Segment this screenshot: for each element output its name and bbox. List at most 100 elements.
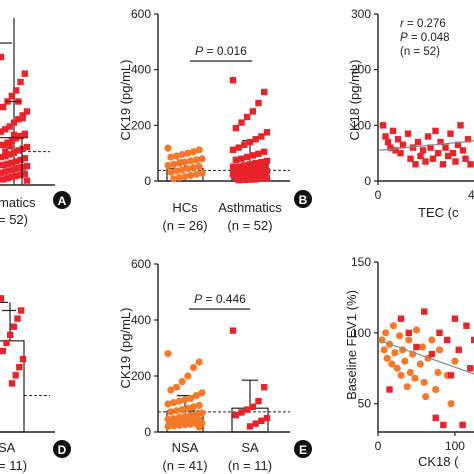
panel-a-point — [0, 153, 5, 161]
panel-c-point — [419, 147, 427, 154]
panel-f-point-orange — [428, 336, 436, 344]
panel-b-point-Asthmatics — [235, 170, 242, 177]
panel-e-point-NSA — [175, 421, 183, 429]
panel-e-point-NSA — [164, 400, 172, 408]
panel-e-point-NSA — [189, 364, 198, 372]
panel-e-cat-nsa-n: (n = 41) — [162, 458, 207, 473]
panel-f-point-orange — [416, 360, 424, 368]
panel-b-point-Asthmatics — [255, 150, 262, 157]
panel-a-point — [23, 177, 31, 184]
panel-f-point-orange — [411, 374, 419, 382]
panel-a-point — [12, 87, 20, 94]
panel-f-point-orange — [419, 343, 427, 351]
panel-e-point-NSA — [178, 406, 186, 414]
panel-e-point-NSA — [198, 409, 206, 417]
panel-c-point — [437, 138, 444, 146]
panel-a-point — [23, 108, 31, 115]
panel-f-y-tick-label: 50 — [358, 397, 372, 411]
panel-b-point-HCs — [172, 167, 181, 175]
panel-a-point — [21, 155, 29, 162]
panel-c-point — [409, 144, 417, 151]
panel-b-point-Asthmatics — [229, 146, 237, 154]
panel-f: 50 100 150 0 100 Baseline FEV1 (%) CK18 ( — [344, 255, 474, 469]
panel-b-point-Asthmatics — [252, 168, 259, 176]
panel-c-trend-line — [377, 140, 474, 151]
panel-c-point — [464, 136, 472, 143]
panel-b-point-HCs — [195, 162, 203, 171]
panel-b-cat-hcs: HCs — [172, 200, 198, 215]
panel-c: 0 100 200 300 0 400 CK18 (pg/mL) r = 0.276 P … — [347, 7, 474, 220]
panel-f-point-orange — [422, 392, 430, 401]
panel-e-point-NSA — [195, 358, 203, 366]
panel-e-point-NSA — [195, 401, 203, 409]
panel-b-plot: 0 200 400 600 — [131, 7, 290, 188]
panel-f-point-orange — [435, 346, 444, 354]
panel-b-point-Asthmatics — [235, 144, 242, 151]
panel-f-point-orange — [447, 400, 455, 408]
panel-b-point-Asthmatics — [249, 108, 257, 115]
panel-b-point-HCs — [189, 148, 198, 156]
panel-a-point — [0, 161, 7, 169]
panel-f-point-orange — [434, 368, 442, 377]
panel-c-point — [449, 149, 457, 157]
panel-b-point-Asthmatics — [258, 133, 265, 140]
panel-c-y-tick-label: 0 — [364, 174, 371, 188]
panel-b-point-Asthmatics — [263, 175, 271, 182]
panel-c-y-tick-label: 300 — [351, 7, 371, 21]
panel-c-point — [389, 127, 397, 135]
panel-e-point-NSA — [164, 350, 172, 358]
panel-a-point — [19, 163, 26, 171]
panel-b-point-Asthmatics — [238, 119, 245, 126]
panel-a-point — [2, 126, 9, 133]
panel-b-point-Asthmatics — [229, 171, 237, 178]
panel-d-plot — [0, 295, 55, 433]
panel-a-point — [15, 147, 22, 154]
panel-a-point — [0, 103, 7, 111]
panel-e-point-NSA — [175, 397, 183, 405]
panel-b-point-Asthmatics — [232, 167, 240, 174]
panel-e-point-NSA — [181, 396, 189, 404]
panel-b-point-Asthmatics — [243, 166, 251, 173]
panel-e-point-NSA — [172, 383, 181, 391]
panel-a-point — [12, 172, 20, 180]
panel-b-point-Asthmatics — [241, 170, 248, 177]
panel-f-point-red — [470, 336, 474, 344]
panel-d-point — [19, 355, 27, 363]
panel-b-point-Asthmatics — [263, 129, 271, 136]
panel-b-point-Asthmatics — [255, 99, 262, 107]
panel-c-point — [397, 149, 404, 157]
panel-b-point-Asthmatics — [255, 164, 262, 172]
panel-e-cat-sa-n: (n = 11) — [228, 458, 272, 473]
panel-e-point-NSA — [167, 386, 175, 394]
panel-b-point-Asthmatics — [258, 168, 265, 175]
panel-e-point-NSA — [167, 408, 175, 416]
panel-c-point — [447, 130, 454, 137]
panel-b-point-Asthmatics — [241, 162, 248, 169]
panel-b-point-HCs — [178, 150, 186, 159]
panel-e-y-label: CK19 (pg/mL) — [118, 308, 133, 389]
panel-f-point-orange — [393, 364, 401, 372]
panel-a-point — [2, 148, 9, 155]
panel-b-point-HCs — [198, 169, 206, 177]
panel-d-group-label: SA — [0, 440, 16, 455]
panel-b-point-Asthmatics — [241, 141, 248, 149]
panel-f-point-orange — [403, 383, 411, 391]
panel-b-point-HCs — [181, 158, 189, 166]
panel-a-point — [6, 123, 13, 130]
panel-a-point — [0, 128, 5, 135]
panel-b-point-Asthmatics — [249, 165, 257, 172]
panel-e-point-NSA — [192, 410, 200, 418]
panel-a-point — [21, 130, 29, 137]
panel-a-points — [0, 42, 50, 185]
panel-e-point-SA — [238, 409, 245, 416]
panel-f-x-label: CK18 ( — [418, 454, 459, 469]
panel-b-point-HCs — [184, 149, 192, 157]
panel-b-point-Asthmatics — [246, 161, 254, 168]
panel-f-point-red — [459, 421, 466, 429]
panel-d-group-n: = 11) — [0, 458, 27, 473]
panel-e-point-NSA — [187, 394, 195, 402]
panel-a-point — [23, 143, 31, 151]
panel-a-point — [21, 70, 29, 77]
panel-b-point-Asthmatics — [243, 113, 251, 121]
